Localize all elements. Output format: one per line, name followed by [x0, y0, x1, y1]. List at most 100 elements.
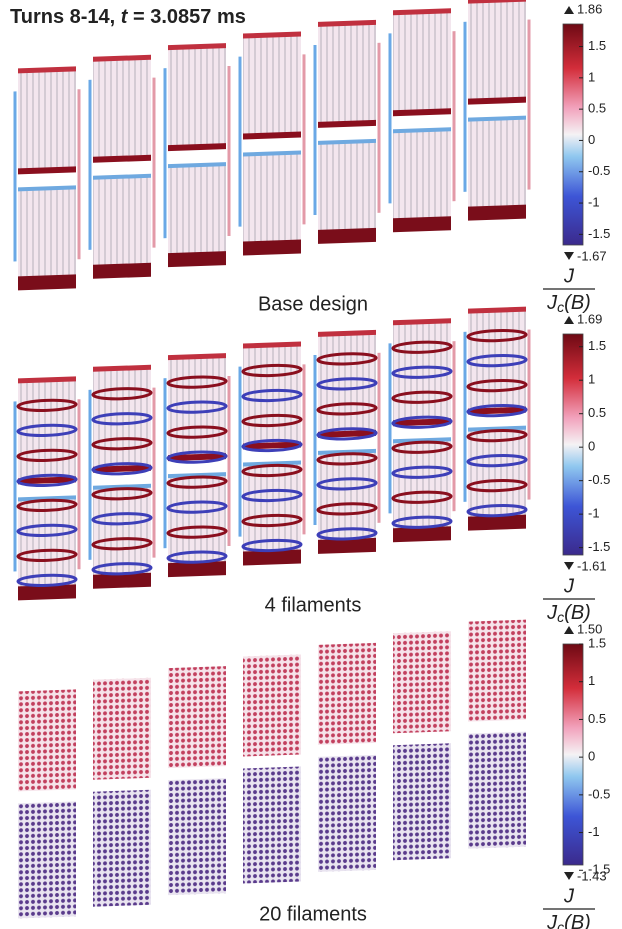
coil-bottom: [318, 228, 376, 244]
coil-upper: [93, 368, 151, 470]
coil-upper: [468, 0, 526, 102]
label-numerator: J: [563, 575, 575, 597]
coil-lower: [243, 152, 301, 249]
panel-label: 20 filaments: [259, 903, 367, 925]
coil-stack: [90, 365, 154, 589]
colorbar-tick-label: -1.5: [588, 539, 610, 554]
colorbar-tick-label: -0.5: [588, 472, 610, 487]
coil-stack: [90, 55, 154, 279]
colorbar-tick-label: -1.5: [588, 862, 610, 877]
coil-stack: [15, 66, 79, 290]
coil-lower: [168, 164, 226, 261]
coil-lower: [468, 118, 526, 215]
coil-upper: [318, 23, 376, 125]
coil-upper: [18, 379, 76, 481]
colorbar-tick-label: 1.5: [588, 338, 606, 353]
coil-lower: [93, 790, 151, 907]
coil-lower: [393, 743, 451, 860]
colorbar-tick-label: -1: [588, 824, 600, 839]
coil-stack: [315, 20, 379, 244]
coil-stack: [165, 43, 229, 267]
coil-lower: [468, 732, 526, 849]
coil-lower: [168, 474, 226, 571]
colorbar-min: -1.61: [577, 558, 607, 573]
coil-upper: [318, 333, 376, 435]
colorbar-tick-label: 0.5: [588, 711, 606, 726]
coil-stack: [393, 631, 451, 860]
colorbar-tick-label: 1: [588, 372, 595, 387]
coil-stack: [390, 8, 454, 232]
coil-stack: [315, 330, 379, 554]
colorbar-tick-label: -0.5: [588, 163, 610, 178]
colorbar-tick-label: 0: [588, 439, 595, 454]
coil-upper: [18, 689, 76, 791]
colorbar-tick-label: 1: [588, 673, 595, 688]
colorbar-tick-label: -1.5: [588, 226, 610, 241]
coil-lower: [243, 766, 301, 883]
colorbar-max: 1.69: [577, 311, 602, 326]
coil-lower: [393, 439, 451, 536]
coil-lower: [93, 486, 151, 583]
colorbar-tick-label: 0.5: [588, 405, 606, 420]
label-denominator: Jc(B): [546, 912, 591, 929]
coil-stack: [240, 341, 304, 565]
coil-lower: [18, 187, 76, 284]
title-prefix: Turns 8-14,: [10, 6, 121, 28]
panel-label: Base design: [258, 293, 368, 315]
denominator-subscript: c: [557, 919, 564, 929]
coil-upper: [168, 666, 226, 768]
coil-upper: [393, 11, 451, 113]
coil-bottom: [18, 274, 76, 290]
coil-bottom: [243, 239, 301, 255]
coil-bottom: [393, 216, 451, 232]
coil-upper: [468, 620, 526, 722]
colorbar-min: -1.67: [577, 248, 607, 263]
coil-stack: [15, 376, 79, 600]
coil-stack: [465, 307, 529, 531]
coil-upper: [93, 58, 151, 160]
colorbar-tick-label: 0: [588, 749, 595, 764]
max-marker: [564, 316, 574, 324]
colorbar: [563, 24, 583, 245]
coil-upper: [468, 310, 526, 412]
coil-upper: [318, 643, 376, 745]
coil-stack: [240, 31, 304, 255]
colorbar-max: 1.50: [577, 621, 602, 636]
title: Turns 8-14, t = 3.0857 ms: [10, 6, 246, 28]
coil-upper: [243, 654, 301, 756]
max-marker: [564, 6, 574, 14]
coil-lower: [18, 497, 76, 594]
colorbar-max: 1.86: [577, 1, 602, 16]
colorbar: [563, 644, 583, 865]
coil-lower: [393, 129, 451, 226]
coil-bottom: [93, 263, 151, 279]
min-marker: [564, 872, 574, 880]
coil-stack: [168, 666, 226, 895]
coil-lower: [468, 428, 526, 525]
coil-stack: [243, 654, 301, 883]
colorbar-tick-label: 1.5: [588, 38, 606, 53]
coil-lower: [243, 462, 301, 559]
label-numerator: J: [563, 885, 575, 907]
colorbar-tick-label: 0: [588, 132, 595, 147]
colorbar: [563, 334, 583, 555]
coil-lower: [318, 141, 376, 238]
colorbar-tick-label: 1: [588, 69, 595, 84]
coil-upper: [243, 34, 301, 136]
denominator-argument: (B): [564, 912, 591, 929]
label-numerator: J: [563, 265, 575, 287]
coil-stack: [93, 678, 151, 907]
coil-stack: [165, 353, 229, 577]
coil-lower: [168, 778, 226, 895]
coil-stack: [468, 620, 526, 849]
coil-lower: [318, 451, 376, 548]
max-marker: [564, 626, 574, 634]
figure: Turns 8-14, t = 3.0857 ms 1.86 -1.67 1.5 1 0…: [0, 0, 622, 929]
coil-upper: [393, 631, 451, 733]
coil-lower: [318, 755, 376, 872]
denominator-subscript: c: [557, 299, 564, 315]
panel-label: 4 filaments: [265, 594, 362, 616]
min-marker: [564, 252, 574, 260]
coil-bottom: [468, 205, 526, 221]
denominator-subscript: c: [557, 609, 564, 625]
